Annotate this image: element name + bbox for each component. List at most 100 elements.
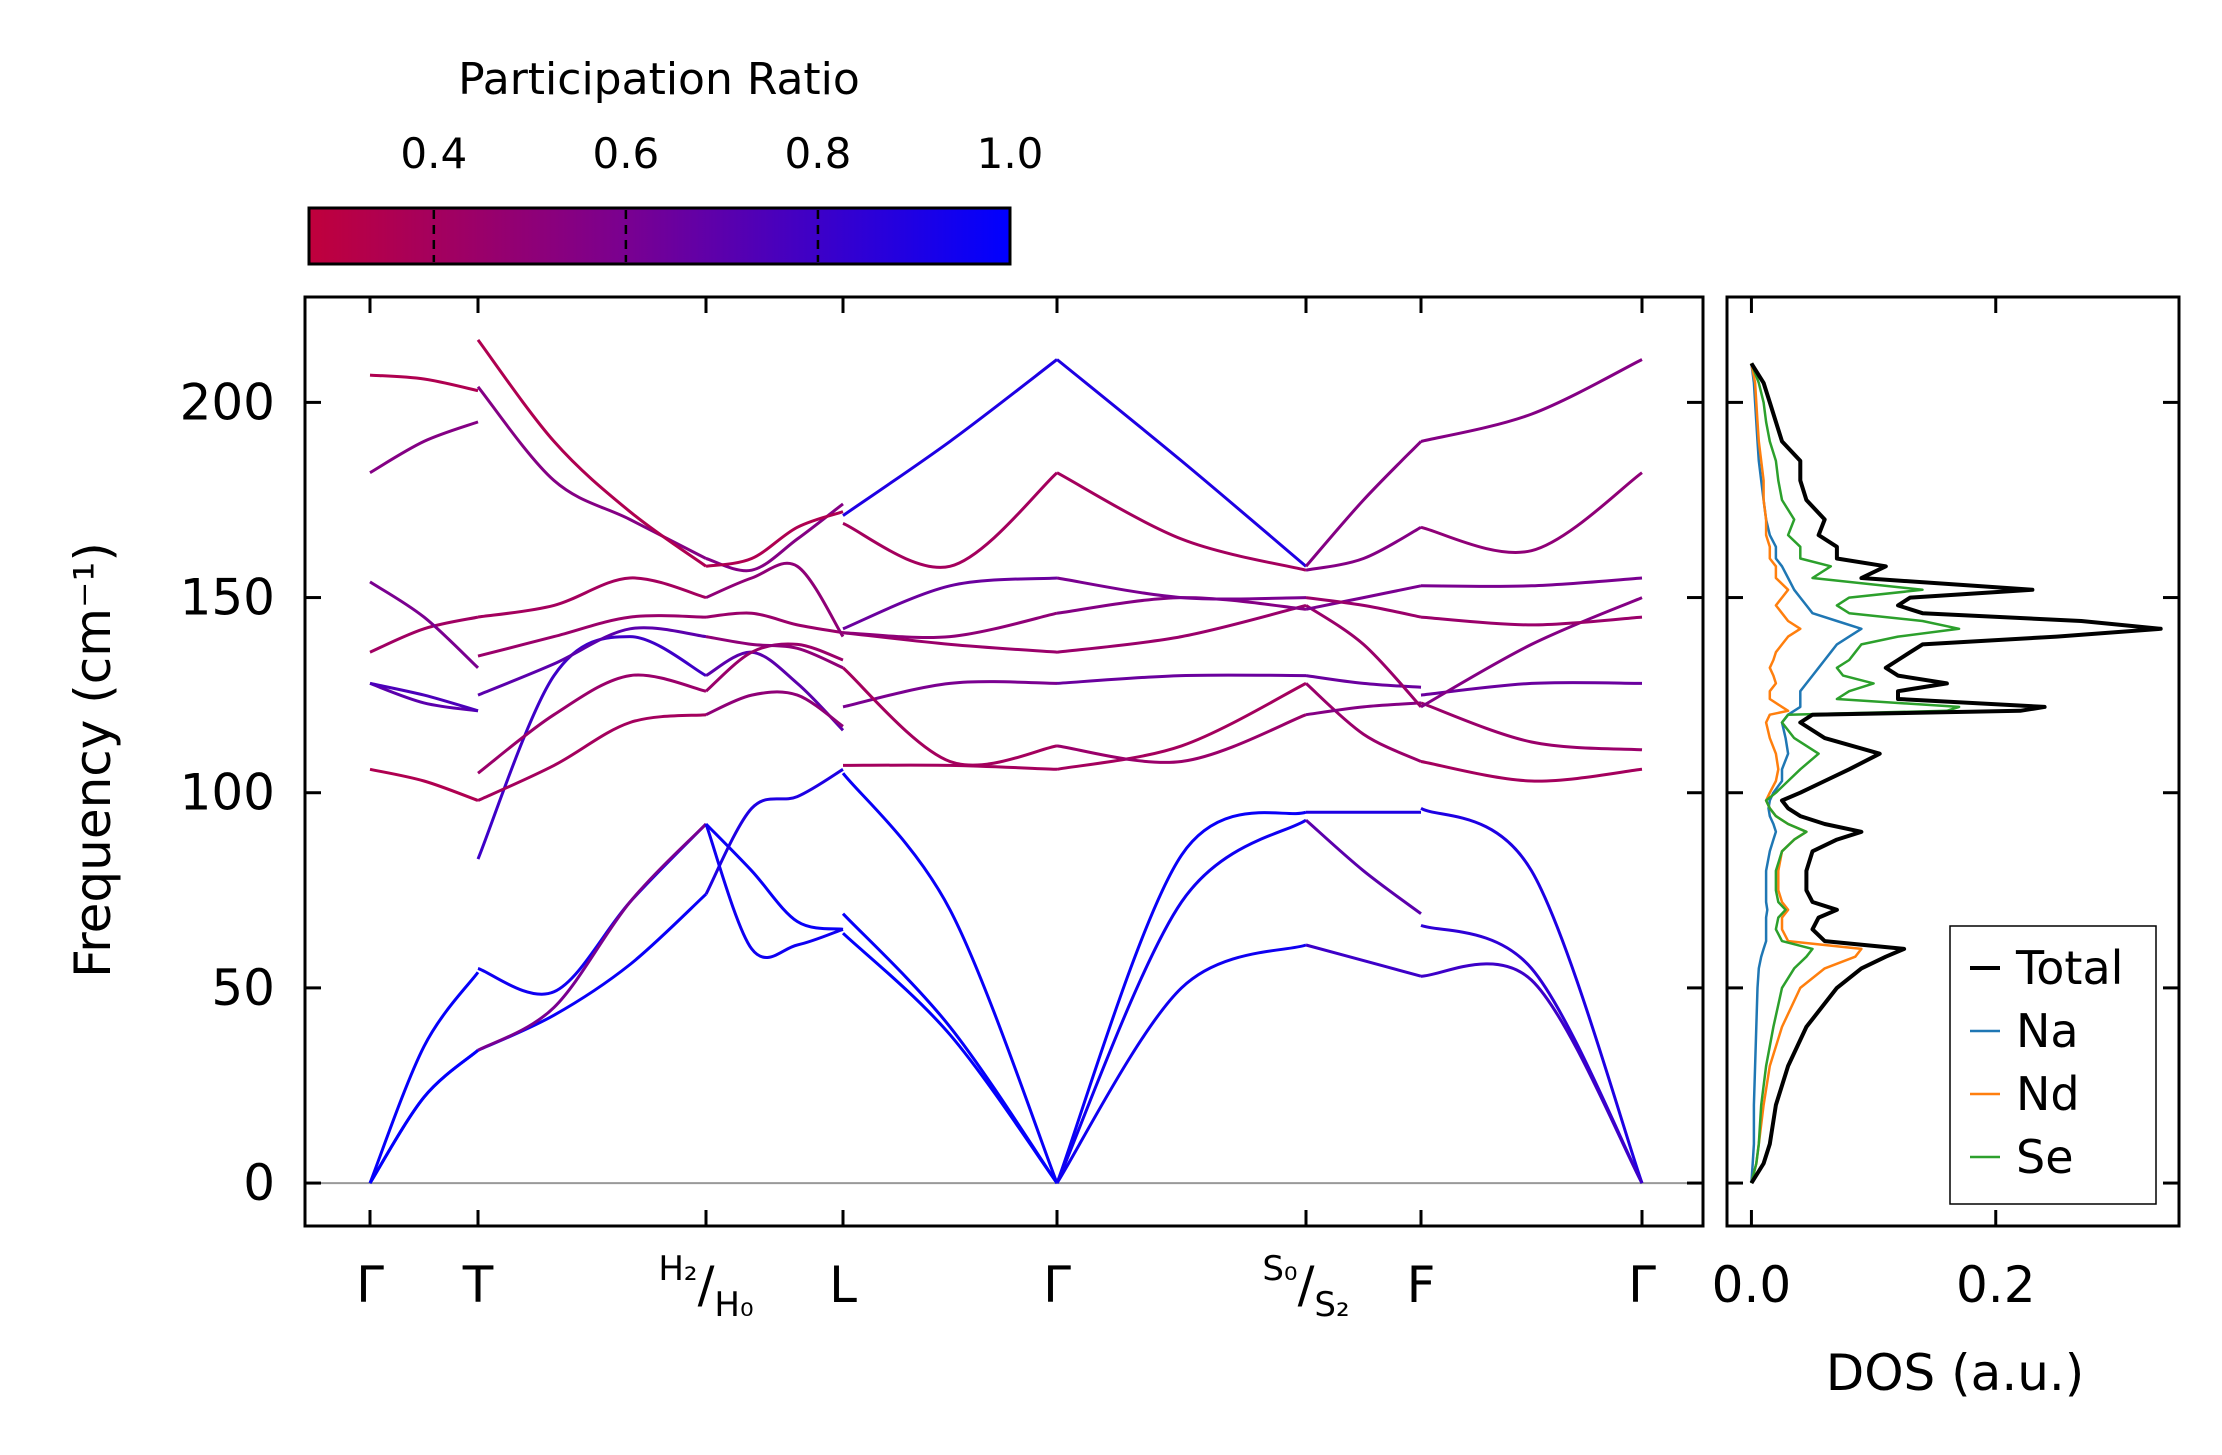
band-line bbox=[1420, 576, 1643, 588]
band-line bbox=[705, 561, 845, 638]
x-tick-label: Γ bbox=[356, 1256, 384, 1314]
band-line bbox=[705, 690, 844, 728]
band-line bbox=[1420, 962, 1644, 1184]
legend-label: Nd bbox=[2016, 1067, 2080, 1121]
colorbar-tick-label: 0.6 bbox=[592, 129, 659, 178]
y-tick-label: 50 bbox=[211, 959, 275, 1017]
band-line bbox=[1420, 701, 1643, 752]
y-tick-label: 100 bbox=[180, 764, 275, 822]
band-line bbox=[1305, 596, 1422, 619]
band-line bbox=[1056, 358, 1307, 568]
band-line bbox=[477, 576, 707, 619]
band-line bbox=[477, 626, 707, 697]
band-line bbox=[1056, 682, 1307, 771]
band-line bbox=[1056, 603, 1307, 654]
band-line bbox=[368, 1049, 479, 1184]
band-line bbox=[1305, 943, 1422, 978]
band-line bbox=[369, 681, 479, 713]
x-tick-label: Γ bbox=[1043, 1256, 1071, 1314]
band-line bbox=[369, 580, 480, 669]
band-line bbox=[842, 611, 1058, 639]
dos-line-na bbox=[1750, 363, 1863, 1184]
band-line bbox=[477, 893, 708, 1052]
dos-panel: 0.0 0.2 DOS (a.u.) Total Na Nd Se bbox=[1712, 295, 2181, 1402]
band-line bbox=[842, 680, 1058, 709]
x-tick-labels: Γ T H₂/H₀ L Γ S₀/S₂ F Γ bbox=[356, 1249, 1656, 1325]
band-line bbox=[1305, 818, 1422, 915]
band-curves bbox=[368, 339, 1644, 1184]
band-line bbox=[842, 358, 1058, 517]
dos-x-tick-labels: 0.0 0.2 bbox=[1712, 1256, 2036, 1314]
band-line bbox=[1305, 584, 1422, 611]
band-line bbox=[369, 767, 479, 802]
y-tick-label: 200 bbox=[180, 373, 275, 431]
band-line bbox=[842, 666, 1058, 767]
band-line bbox=[705, 635, 844, 670]
band-line bbox=[1055, 943, 1307, 1184]
band-line bbox=[842, 763, 1058, 771]
legend-label: Total bbox=[2015, 941, 2123, 995]
band-line bbox=[477, 673, 707, 775]
band-line bbox=[705, 510, 844, 568]
band-line bbox=[476, 339, 707, 568]
band-ticks bbox=[305, 297, 1703, 1226]
colorbar-label: Participation Ratio bbox=[458, 54, 860, 105]
band-frame bbox=[303, 295, 1705, 1228]
band-line bbox=[842, 576, 1058, 631]
band-structure-panel: 0 50 100 150 200 Γ T H₂/H₀ L Γ S₀/S₂ F Γ Frequency … bbox=[64, 295, 1705, 1325]
x-tick-label: Γ bbox=[1628, 1256, 1656, 1314]
colorbar-tick-label: 0.8 bbox=[785, 129, 852, 178]
legend-label: Na bbox=[2016, 1004, 2079, 1058]
band-line bbox=[477, 614, 707, 658]
colorbar-tick-label: 0.4 bbox=[400, 129, 467, 178]
band-line bbox=[368, 1049, 479, 1184]
band-line bbox=[841, 912, 1059, 1184]
x-tick-label: L bbox=[829, 1256, 857, 1314]
colorbar-gradient bbox=[307, 206, 1012, 266]
band-line bbox=[1420, 806, 1644, 1184]
band-line bbox=[1420, 471, 1643, 554]
y-axis-label: Frequency (cm⁻¹) bbox=[64, 542, 122, 978]
colorbar: Participation Ratio 0.4 0.6 0.8 1.0 bbox=[307, 54, 1043, 266]
band-line bbox=[1305, 674, 1422, 689]
dos-curves bbox=[1749, 362, 2163, 1185]
dos-x-tick-label: 0.2 bbox=[1956, 1256, 2036, 1314]
band-line bbox=[1055, 818, 1307, 1184]
colorbar-ticks: 0.4 0.6 0.8 1.0 bbox=[400, 129, 1043, 262]
band-line bbox=[842, 471, 1058, 569]
y-tick-label: 150 bbox=[180, 569, 275, 627]
band-line bbox=[1420, 615, 1643, 627]
band-line bbox=[477, 713, 707, 802]
band-line bbox=[477, 822, 708, 996]
band-line bbox=[369, 615, 479, 654]
band-line bbox=[1056, 713, 1307, 764]
legend: Total Na Nd Se bbox=[1949, 925, 2157, 1205]
band-line bbox=[1305, 682, 1422, 763]
x-tick-label: H₂/H₀ bbox=[658, 1249, 753, 1325]
band-line bbox=[1056, 673, 1307, 685]
dos-line-total bbox=[1749, 362, 2163, 1185]
x-tick-label: S₀/S₂ bbox=[1262, 1249, 1349, 1325]
band-line bbox=[705, 642, 844, 693]
band-line bbox=[1305, 604, 1423, 708]
x-tick-label: F bbox=[1407, 1256, 1436, 1314]
band-line bbox=[705, 611, 844, 635]
band-line bbox=[1055, 810, 1307, 1184]
band-line bbox=[704, 822, 844, 931]
band-line bbox=[368, 971, 480, 1184]
band-line bbox=[476, 385, 707, 560]
y-tick-label: 0 bbox=[243, 1154, 275, 1212]
colorbar-tick-label: 1.0 bbox=[977, 129, 1044, 178]
band-line bbox=[704, 823, 844, 960]
dos-line-nd bbox=[1750, 363, 1863, 1184]
x-tick-label: T bbox=[462, 1256, 494, 1314]
band-line bbox=[1420, 923, 1644, 1184]
band-line bbox=[369, 420, 479, 474]
dos-x-tick-label: 0.0 bbox=[1712, 1256, 1792, 1314]
dos-frame bbox=[1725, 295, 2181, 1228]
dos-ticks bbox=[1727, 297, 2179, 1226]
band-line bbox=[1420, 760, 1643, 783]
band-line bbox=[1420, 358, 1643, 443]
band-line bbox=[841, 772, 1059, 1184]
